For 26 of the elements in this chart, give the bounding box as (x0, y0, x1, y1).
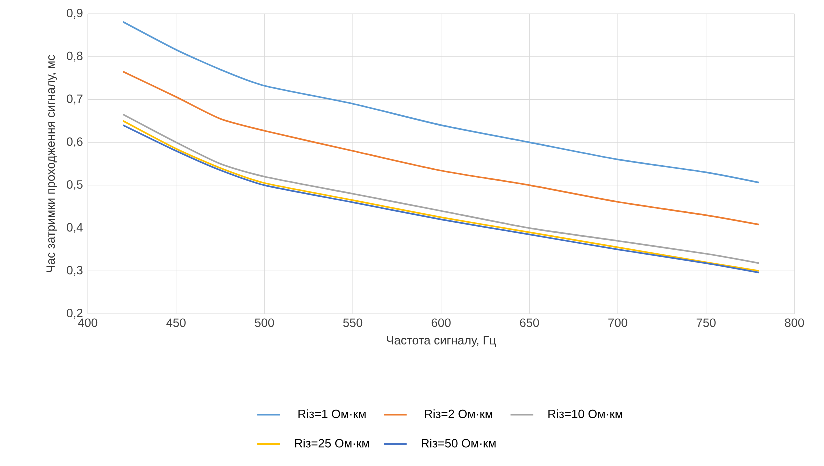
line-series (122, 71, 760, 226)
y-tick-label: 0,9 (67, 9, 83, 19)
y-tick-label: 0,7 (67, 94, 83, 105)
legend-label: Rіз=50 Ом·км (422, 438, 496, 448)
x-tick-label: 650 (520, 318, 540, 328)
x-tick-label: 750 (696, 318, 716, 328)
x-tick-label: 400 (78, 318, 98, 328)
y-tick-label: 0,2 (67, 309, 83, 319)
x-tick-label: 700 (608, 318, 628, 328)
y-axis-title: Час затримки проходження сигналу, мс (46, 55, 58, 272)
y-tick-label: 0,4 (67, 223, 83, 234)
y-tick-label: 0,8 (67, 52, 83, 62)
x-axis-title: Частота сигналу, Гц (387, 336, 496, 348)
x-tick-label: 450 (166, 318, 186, 328)
y-tick-label: 0,3 (67, 266, 83, 276)
legend-label: Rіз=1 Ом·км (298, 410, 366, 418)
legend-label: Rіз=2 Ом·км (425, 410, 492, 418)
x-tick-label: 800 (785, 318, 804, 328)
y-tick-label: 0,5 (67, 180, 83, 190)
x-tick-label: 600 (432, 318, 451, 328)
line-series (122, 21, 760, 184)
x-tick-label: 550 (343, 318, 363, 328)
legend-label: Rіз=10 Ом·км (548, 410, 622, 418)
x-tick-label: 500 (255, 318, 274, 328)
y-tick-label: 0,6 (67, 138, 83, 148)
legend-label: Rіз=25 Ом·км (295, 438, 370, 448)
